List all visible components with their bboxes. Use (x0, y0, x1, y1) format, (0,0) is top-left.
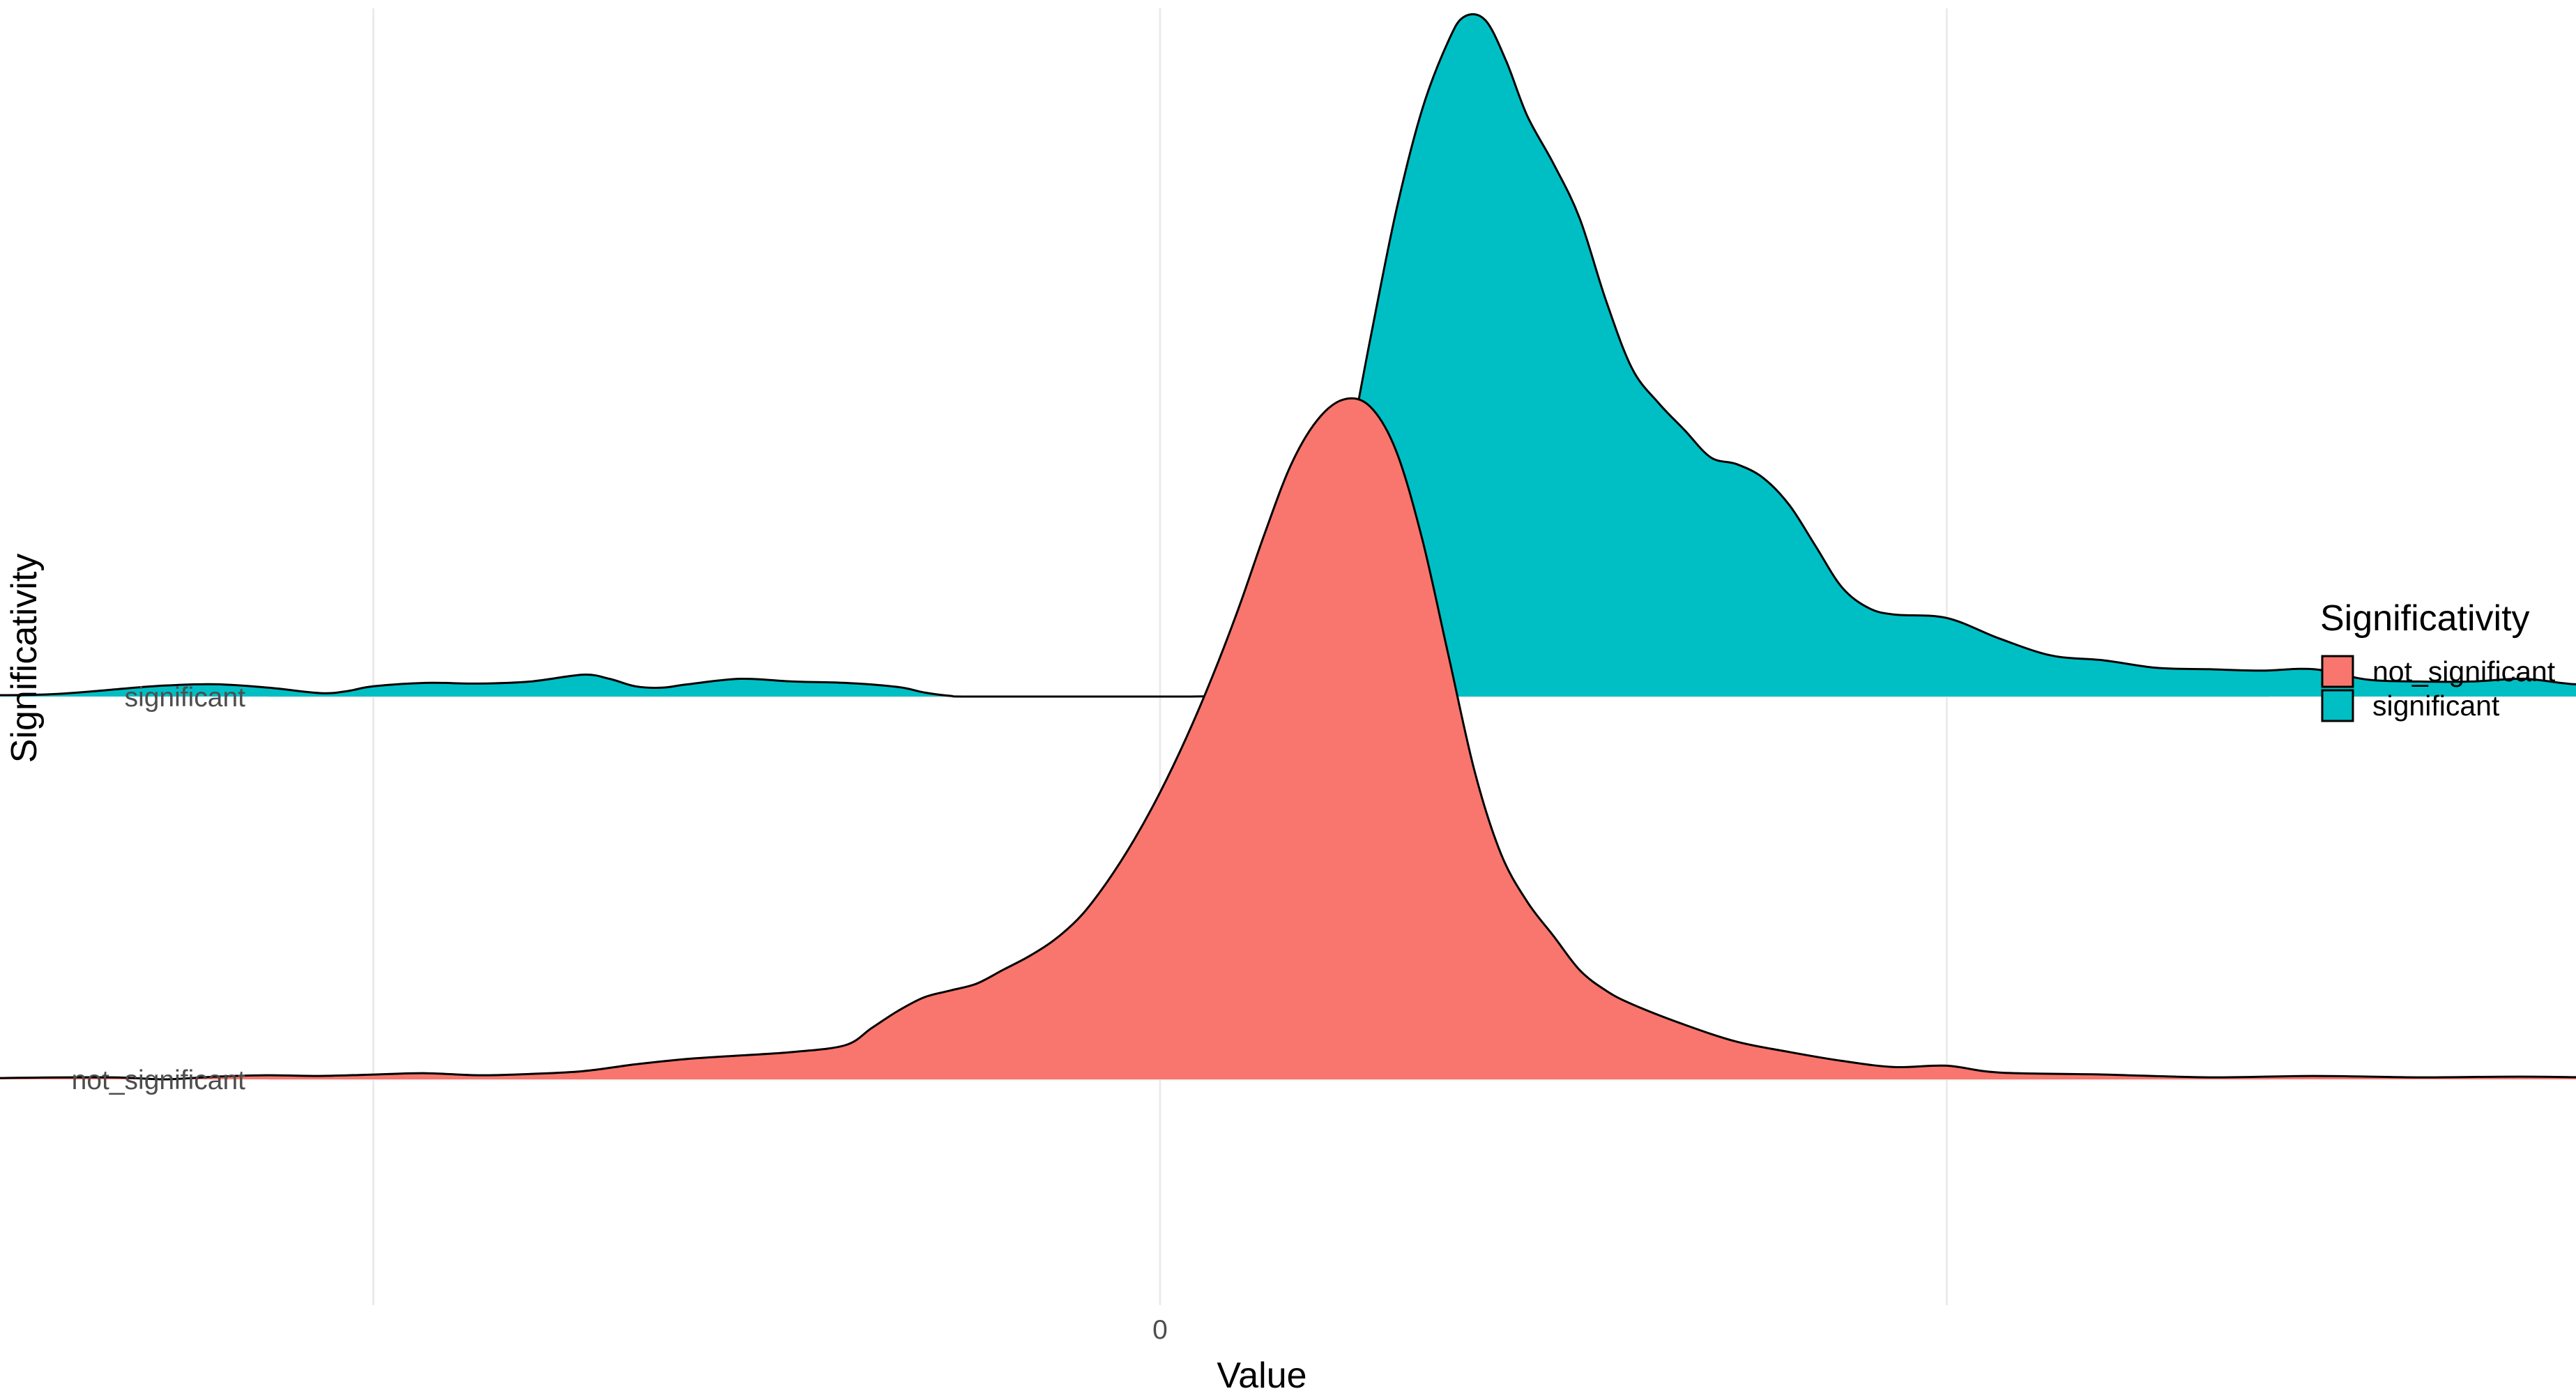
y-tick-label-not-significant: not_significant (72, 1065, 245, 1095)
legend: Significativity not_significantsignifica… (2320, 598, 2556, 722)
density-ridges (0, 13, 2576, 1081)
density-fill-not-significant (0, 398, 2576, 1079)
legend-key-significant (2321, 689, 2354, 722)
x-axis-tick-labels: -3036 (1152, 1315, 1168, 1345)
legend-key-not-significant (2321, 655, 2354, 688)
x-tick-label: 0 (1152, 1315, 1168, 1345)
y-axis-title: Significativity (4, 554, 45, 763)
density-outline-not-significant (0, 397, 2576, 1081)
legend-title: Significativity (2320, 598, 2530, 639)
legend-label-not-significant: not_significant (2372, 655, 2556, 687)
x-axis-title: Value (1217, 1355, 1306, 1396)
y-axis-tick-labels: not_significant significant (72, 683, 245, 1095)
legend-label-significant: significant (2372, 690, 2500, 722)
density-outline-significant (0, 13, 2576, 698)
y-tick-label-significant: significant (125, 683, 246, 713)
